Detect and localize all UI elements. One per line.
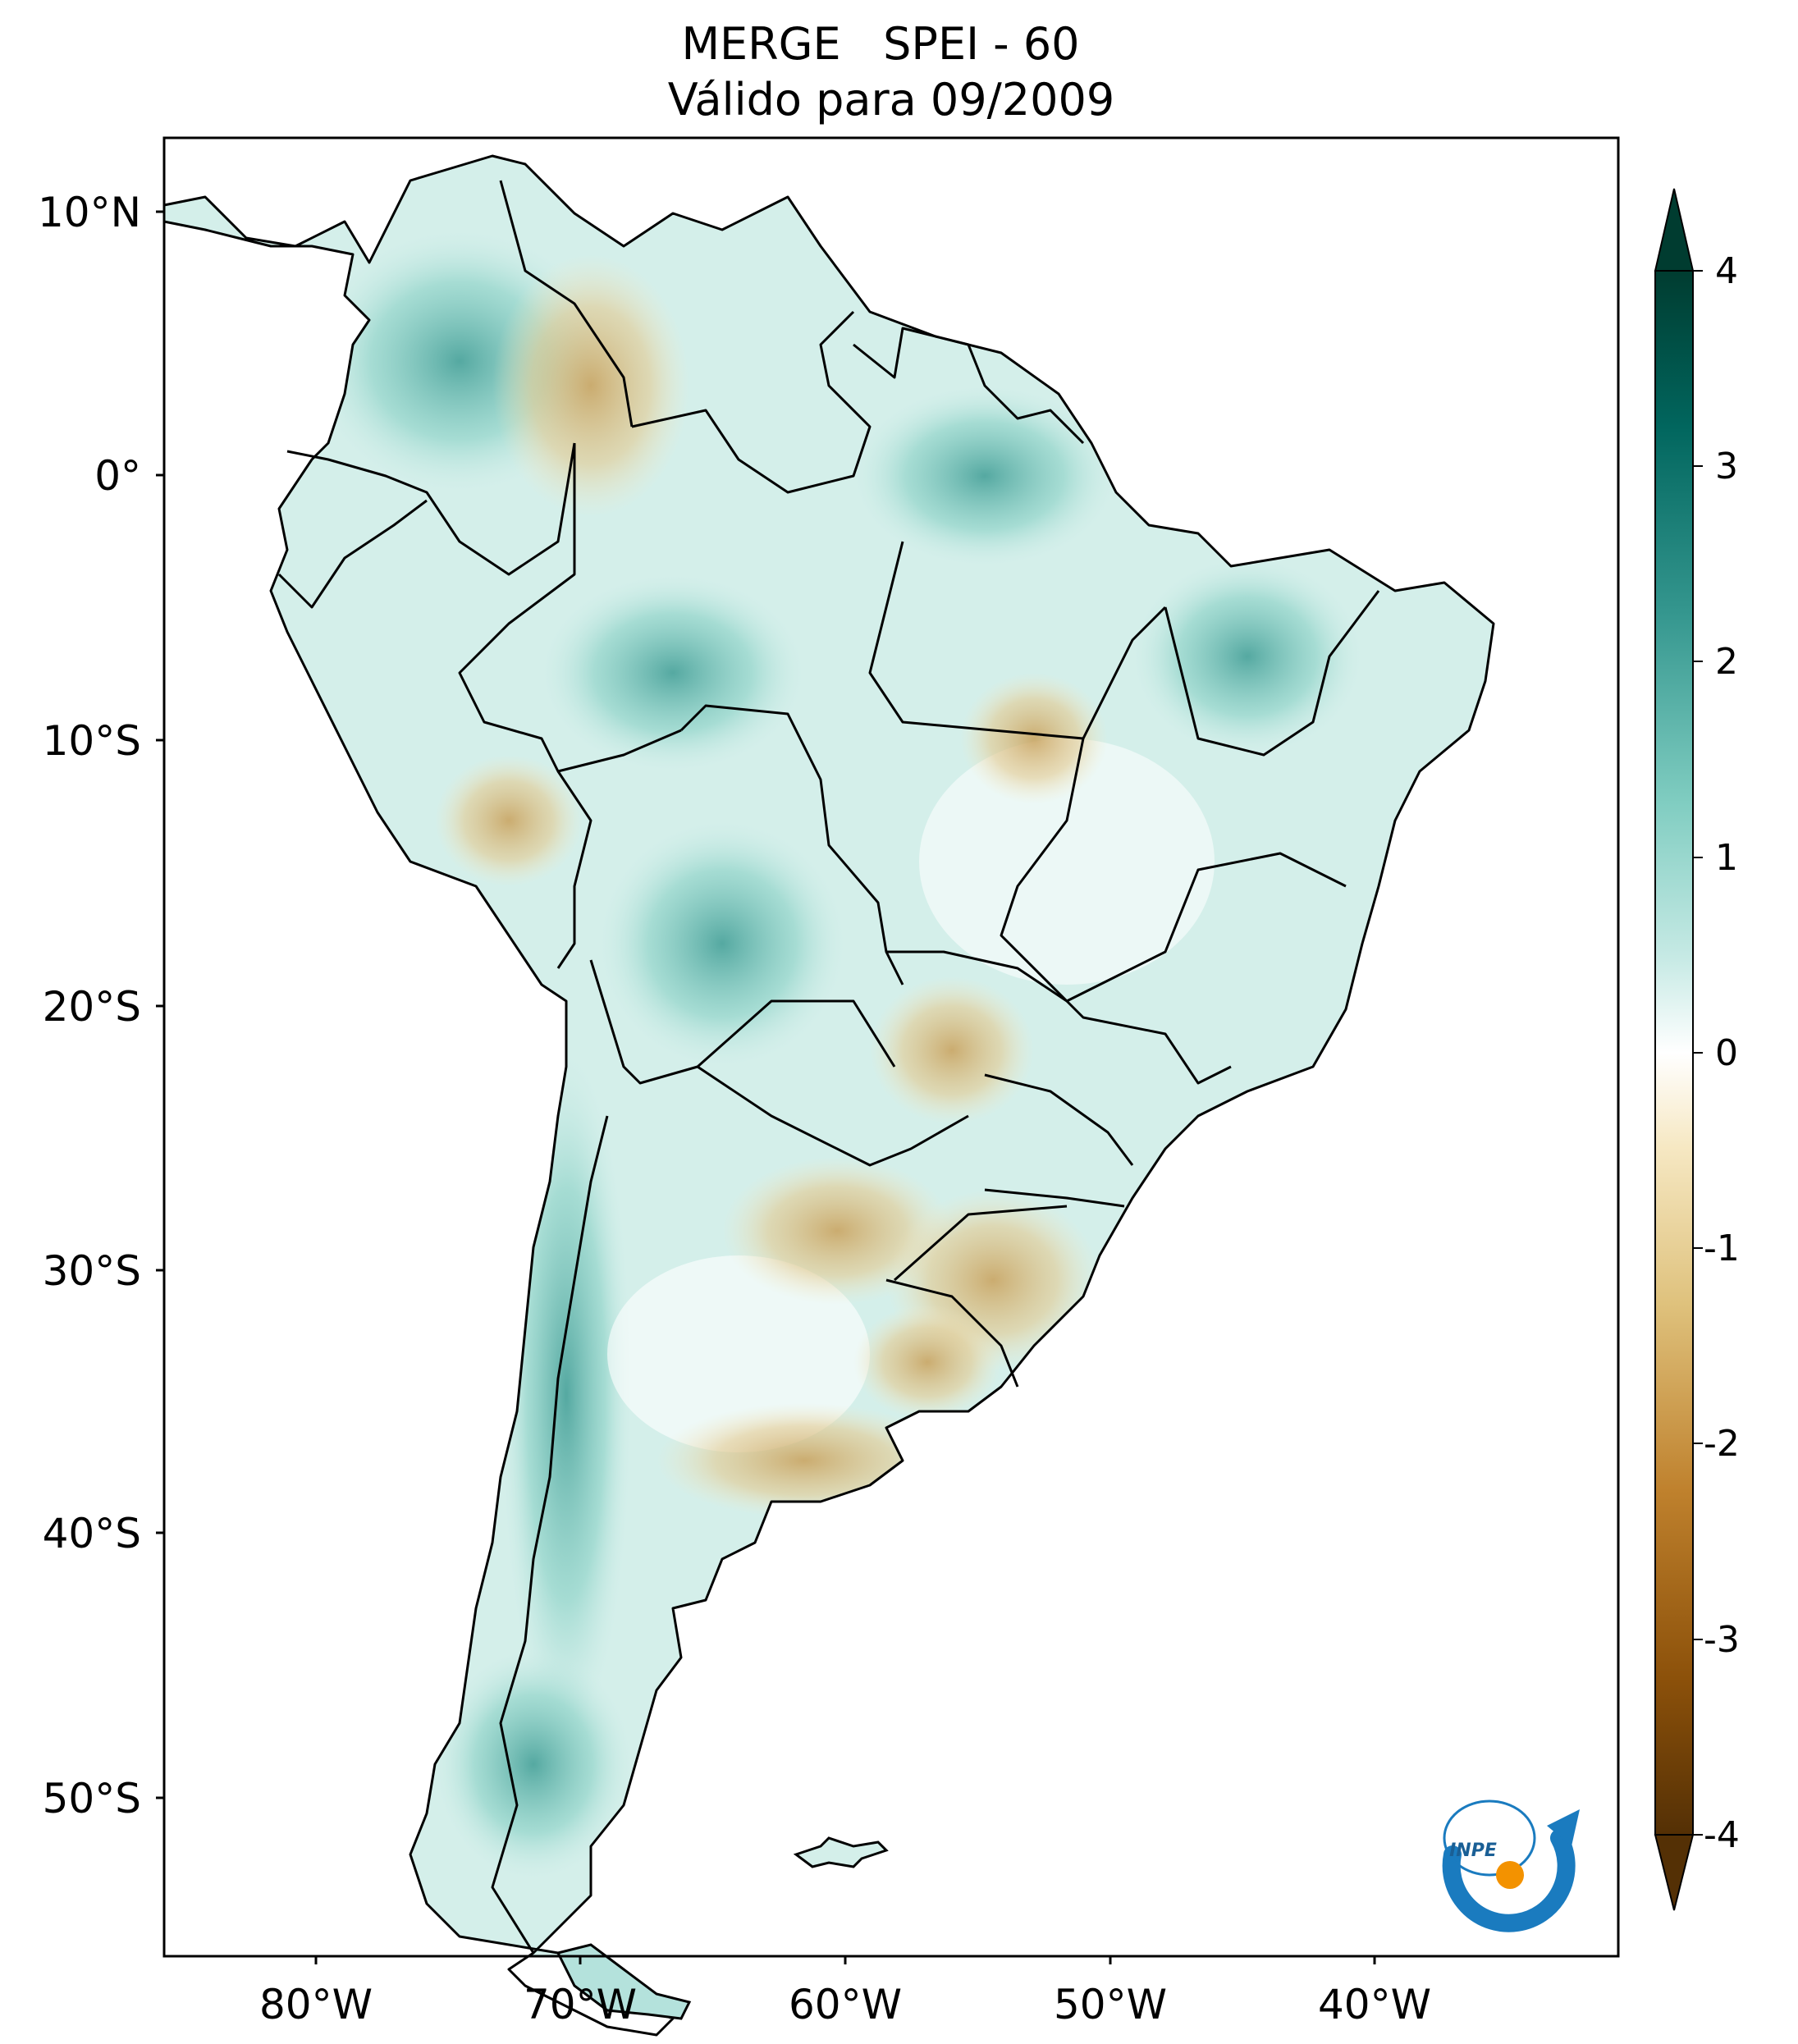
border-brazil-southeast-states <box>886 950 1232 1085</box>
border-brazil-northeast-states <box>1164 590 1380 757</box>
neutral-area-central <box>919 738 1215 985</box>
border-brazil-south-states <box>894 1073 1134 1282</box>
lat-tick-label: 30°S <box>43 1247 141 1295</box>
title-line-1: MERGE SPEI - 60 <box>681 18 1079 70</box>
border-guianas <box>853 327 1085 445</box>
latitude-axis: 10°N 0° 10°S 20°S 30°S 40°S 50°S <box>38 189 164 1822</box>
border-brazil-central-states <box>1000 738 1347 1003</box>
inpe-logo: INPE <box>1442 1799 1580 1932</box>
inpe-logo-arrowhead <box>1547 1809 1580 1846</box>
colorbar-tick-label: -2 <box>1704 1423 1740 1465</box>
lat-tick-label: 10°S <box>43 717 141 765</box>
border-colombia-ecuador-peru <box>286 442 576 576</box>
border-brazil-uruguay <box>885 1278 1019 1388</box>
inpe-logo-dot <box>1496 1861 1524 1889</box>
teal-anomaly-northeast <box>1132 558 1362 755</box>
teal-anomaly-bolivia <box>599 821 845 1067</box>
lat-tick-label: 50°S <box>43 1775 141 1822</box>
teal-anomaly-patagonia <box>435 1649 632 1879</box>
teal-anomaly-guianas <box>853 386 1116 566</box>
colorbar-tick-label: 2 <box>1715 641 1738 683</box>
tan-anomaly-central-brazil <box>960 673 1108 804</box>
colorbar-body <box>1654 270 1694 1836</box>
tan-anomaly-paraguay <box>870 976 1034 1124</box>
border-ecuador-peru <box>277 499 428 609</box>
map-frame <box>162 136 1620 1958</box>
colorbar-tick-label: 4 <box>1715 250 1738 292</box>
inpe-logo-arc <box>1442 1829 1576 1932</box>
longitude-axis: 80°W 70°W 60°W 50°W 40°W <box>259 1956 1431 2028</box>
lat-tick-label: 10°N <box>38 189 141 236</box>
lat-tick-label: 20°S <box>43 983 141 1031</box>
border-venezuela-brazil <box>631 310 872 494</box>
tan-anomaly-north-amazon <box>492 254 689 517</box>
lat-tick-label: 0° <box>94 452 141 500</box>
colorbar-tick-label: 3 <box>1715 446 1738 487</box>
lon-tick-label: 40°W <box>1318 1981 1431 2028</box>
title-line-2: Válido para 09/2009 <box>668 74 1114 126</box>
teal-anomaly-amazon <box>542 574 804 771</box>
colorbar-tick-label: -4 <box>1704 1814 1740 1856</box>
lon-tick-label: 80°W <box>259 1981 373 2028</box>
lon-tick-label: 60°W <box>789 1981 902 2028</box>
country-borders <box>277 180 1380 1954</box>
colorbar: 4 3 2 1 0 -1 -2 -3 -4 <box>1654 188 1740 1911</box>
lat-tick-label: 40°S <box>43 1510 141 1557</box>
tan-anomaly-peru <box>435 755 583 886</box>
lon-tick-label: 50°W <box>1054 1981 1167 2028</box>
border-paraguay-argentina <box>697 1065 969 1167</box>
colorbar-tick-label: 0 <box>1715 1032 1738 1074</box>
inpe-logo-text: INPE <box>1449 1841 1497 1861</box>
border-peru-brazil <box>458 443 682 773</box>
border-peru-bolivia-chile <box>556 771 592 969</box>
continent-outline <box>162 154 1495 2037</box>
map-panel: 10°N 0° 10°S 20°S 30°S 40°S 50°S 80°W 70… <box>38 136 1620 2037</box>
tan-anomaly-uruguay <box>853 1305 1001 1420</box>
border-colombia-venezuela <box>499 180 634 428</box>
colorbar-extend-top <box>1654 188 1695 272</box>
lon-tick-label: 70°W <box>524 1981 637 2028</box>
border-brazil-north-states <box>868 541 1167 740</box>
colorbar-extend-bottom <box>1654 1834 1695 1911</box>
colorbar-tick-label: -1 <box>1704 1228 1740 1269</box>
falkland-islands <box>793 1836 889 1868</box>
border-brazil-bolivia <box>679 704 904 985</box>
border-chile-argentina <box>491 1115 609 1954</box>
colorbar-ticks: 4 3 2 1 0 -1 -2 -3 -4 <box>1693 250 1740 1856</box>
colorbar-tick-label: -3 <box>1704 1619 1740 1661</box>
colorbar-tick-label: 1 <box>1715 837 1738 879</box>
inpe-logo-orbit <box>1443 1799 1536 1877</box>
